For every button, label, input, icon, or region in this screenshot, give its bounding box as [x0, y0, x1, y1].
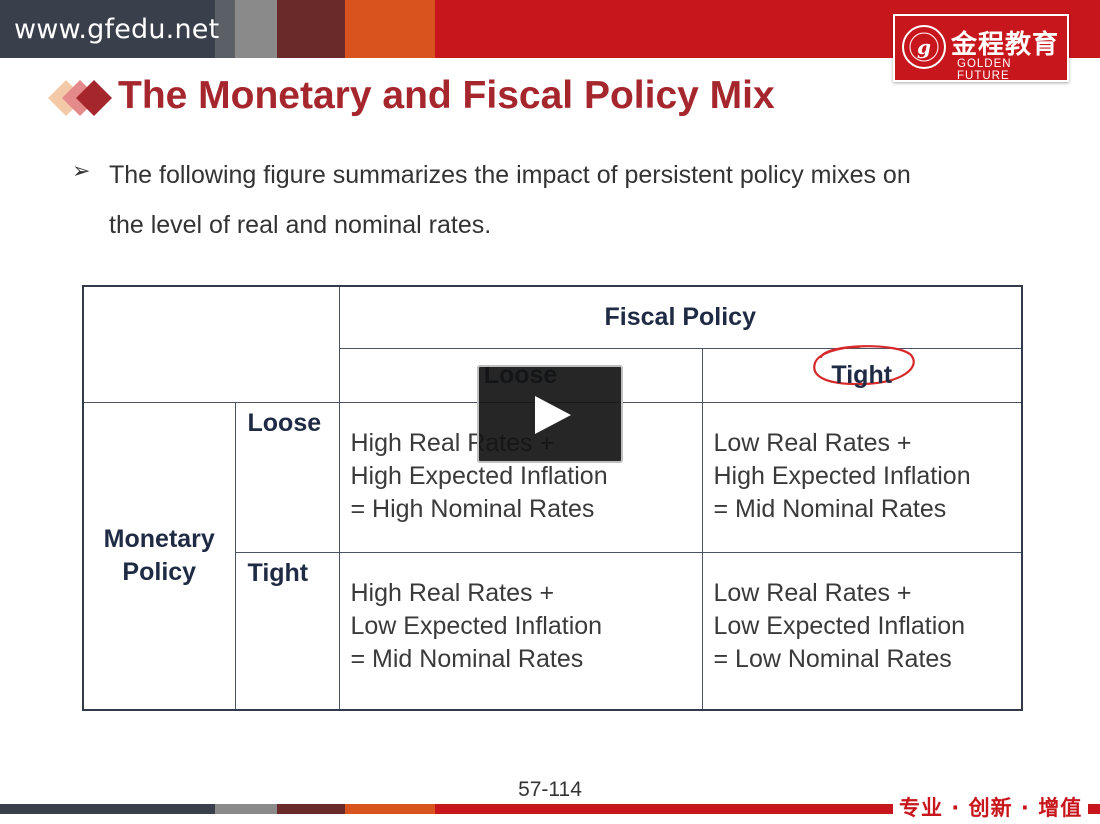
fiscal-tight-header: Tight: [701, 344, 1023, 403]
policy-mix-table: Fiscal Policy Loose Tight Monetary Polic…: [82, 285, 1023, 711]
cell-line: High Real Rates +: [350, 578, 555, 607]
page-number: 57-114: [518, 778, 582, 801]
cell-line: High Expected Inflation: [350, 461, 608, 490]
cell-tight-tight: Low Real Rates + Low Expected Inflation …: [701, 551, 1023, 711]
arrow-bullet-icon: ➢: [72, 159, 91, 184]
monetary-tight-header: Tight: [234, 551, 340, 711]
monetary-line-2: Policy: [122, 557, 197, 586]
monetary-loose-header: Loose: [234, 401, 340, 553]
svg-text:g: g: [917, 35, 931, 59]
cell-tight-loose: High Real Rates + Low Expected Inflation…: [338, 551, 703, 711]
cell-line: Low Expected Inflation: [350, 611, 603, 640]
play-icon: [535, 396, 571, 434]
fiscal-tight-label: Tight: [831, 360, 893, 389]
cell-line: Low Expected Inflation: [713, 611, 966, 640]
cell-line: = High Nominal Rates: [350, 494, 595, 523]
slogan: 专业 · 创新 · 增值: [893, 792, 1089, 822]
bottom-banner: [0, 804, 1100, 814]
cell-line: = Mid Nominal Rates: [350, 644, 584, 673]
cell-line: High Expected Inflation: [713, 461, 971, 490]
cell-line: = Mid Nominal Rates: [713, 494, 947, 523]
company-logo: g 金程教育 GOLDEN FUTURE: [893, 14, 1069, 82]
cell-loose-loose: High Real Rates + High Expected Inflatio…: [338, 401, 703, 553]
bullet-line-1: The following figure summarizes the impa…: [109, 161, 911, 189]
table-corner-cell: [82, 285, 340, 403]
video-play-button[interactable]: [477, 365, 623, 463]
golden-future-emblem-icon: g: [902, 25, 946, 69]
monetary-line-1: Monetary: [103, 524, 215, 553]
cell-line: Low Real Rates +: [713, 428, 912, 457]
logo-chinese-name: 金程教育: [951, 30, 1060, 60]
bullet-text: The following figure summarizes the impa…: [109, 150, 1009, 250]
bullet-line-2: the level of real and nominal rates.: [109, 211, 492, 239]
site-url: www.gfedu.net: [14, 14, 220, 45]
fiscal-policy-header: Fiscal Policy: [338, 285, 1023, 349]
cell-line: Low Real Rates +: [713, 578, 912, 607]
title-diamonds-icon: [48, 80, 112, 116]
cell-loose-tight: Low Real Rates + High Expected Inflation…: [701, 401, 1023, 553]
cell-line: = Low Nominal Rates: [713, 644, 952, 673]
logo-english-name: GOLDEN FUTURE: [957, 58, 1012, 82]
slide-title: The Monetary and Fiscal Policy Mix: [118, 74, 775, 117]
monetary-policy-header: Monetary Policy: [82, 401, 236, 711]
